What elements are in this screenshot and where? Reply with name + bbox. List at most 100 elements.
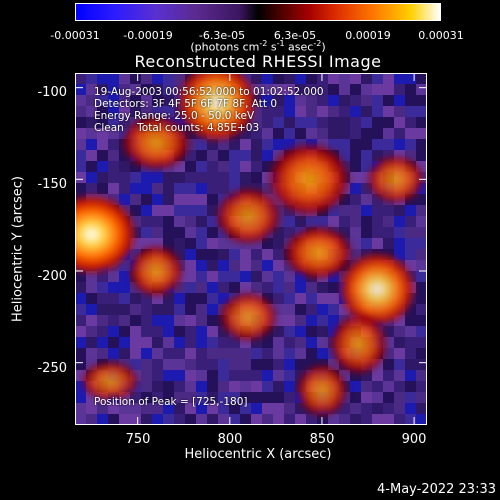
heatmap-cell [273, 139, 284, 150]
heatmap-cell [229, 337, 240, 348]
heatmap-cell [416, 95, 427, 106]
heatmap-cell [416, 359, 427, 370]
heatmap-cell [273, 282, 284, 293]
heatmap-cell [196, 249, 207, 260]
heatmap-cell [251, 139, 262, 150]
heatmap-cell [207, 139, 218, 150]
heatmap-cell [196, 304, 207, 315]
heatmap-cell [416, 337, 427, 348]
heatmap-cell [416, 304, 427, 315]
heatmap-cell [284, 326, 295, 337]
heatmap-cell [394, 84, 405, 95]
heatmap-cell [328, 216, 339, 227]
heatmap-cell [163, 370, 174, 381]
heatmap-cell [163, 293, 174, 304]
heatmap-cell [174, 194, 185, 205]
heatmap-cell [383, 139, 394, 150]
heatmap-cell [185, 271, 196, 282]
heatmap-cell [416, 139, 427, 150]
heatmap-cell [416, 315, 427, 326]
heatmap-cell [86, 403, 97, 414]
heatmap-cell [218, 337, 229, 348]
heatmap-cell [284, 392, 295, 403]
heatmap-cell [251, 260, 262, 271]
heatmap-cell [383, 95, 394, 106]
x-tick-label: 750 [125, 432, 151, 447]
heatmap-cell [86, 304, 97, 315]
heatmap-cell [383, 238, 394, 249]
heatmap-cell [185, 216, 196, 227]
heatmap-cell [207, 359, 218, 370]
heatmap-cell [185, 293, 196, 304]
heatmap-cell [240, 403, 251, 414]
heatmap-cell [251, 73, 262, 84]
heatmap-cell [229, 139, 240, 150]
y-tick-label: -150 [37, 177, 67, 192]
heatmap-cell [328, 84, 339, 95]
heatmap-cell [130, 403, 141, 414]
heatmap-cell [416, 216, 427, 227]
heatmap-cell [306, 117, 317, 128]
annotation-total-counts: Clean Total counts: 4.85E+03 [94, 122, 260, 134]
heatmap-cell [207, 348, 218, 359]
heatmap-cell [141, 73, 152, 84]
heatmap-cell [350, 381, 361, 392]
heatmap-cell [372, 95, 383, 106]
heatmap-cell [284, 282, 295, 293]
heatmap-cell [262, 414, 273, 425]
heatmap-cell [86, 337, 97, 348]
heatmap-cell [130, 205, 141, 216]
heatmap-cell [240, 128, 251, 139]
heatmap-cell [174, 337, 185, 348]
heatmap-cell [350, 95, 361, 106]
heatmap-cell [141, 84, 152, 95]
heatmap-cell [295, 73, 306, 84]
heatmap-cell [152, 216, 163, 227]
heatmap-cell [108, 326, 119, 337]
heatmap-cell [394, 106, 405, 117]
heatmap-cell [416, 282, 427, 293]
heatmap-cell [218, 293, 229, 304]
heatmap-cell [141, 293, 152, 304]
heatmap-cell [152, 403, 163, 414]
heatmap-cell [152, 359, 163, 370]
heatmap-cell [372, 84, 383, 95]
heatmap-cell [240, 260, 251, 271]
y-tick-label: -100 [37, 85, 67, 100]
heatmap-cell [86, 150, 97, 161]
heatmap-cell [251, 84, 262, 95]
heatmap-cell [163, 216, 174, 227]
heatmap-cell [218, 172, 229, 183]
heatmap-cell [141, 337, 152, 348]
heatmap-cell [416, 150, 427, 161]
heatmap-cell [416, 293, 427, 304]
heatmap-cell [75, 161, 86, 172]
heatmap-cell [328, 304, 339, 315]
heatmap-cell [317, 128, 328, 139]
heatmap-cell [97, 73, 108, 84]
heatmap-cell [163, 315, 174, 326]
heatmap-cell [317, 304, 328, 315]
heatmap-cell [75, 106, 86, 117]
heatmap-cell [383, 117, 394, 128]
heatmap-cell [405, 238, 416, 249]
heatmap-cell [273, 271, 284, 282]
heatmap-cell [416, 194, 427, 205]
heatmap-cell [383, 403, 394, 414]
heatmap-cell [119, 194, 130, 205]
heatmap-cell [317, 106, 328, 117]
heatmap-cell [185, 260, 196, 271]
heatmap-cell [317, 337, 328, 348]
heatmap-cell [262, 282, 273, 293]
emission-region [75, 192, 139, 276]
heatmap-cell [229, 359, 240, 370]
heatmap-cell [174, 348, 185, 359]
heatmap-cell [141, 370, 152, 381]
heatmap-cell [163, 73, 174, 84]
heatmap-cell [405, 315, 416, 326]
heatmap-cell [108, 84, 119, 95]
heatmap-cell [207, 271, 218, 282]
heatmap-cell [405, 260, 416, 271]
heatmap-cell [185, 414, 196, 425]
heatmap-cell [405, 370, 416, 381]
